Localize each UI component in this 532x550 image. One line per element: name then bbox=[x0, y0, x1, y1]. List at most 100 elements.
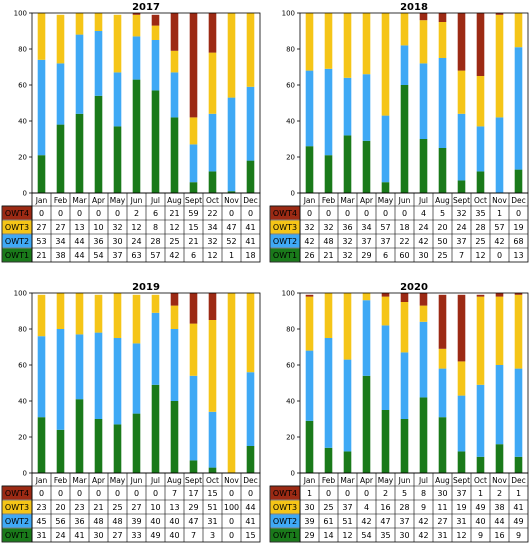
chart-title: 2018 bbox=[400, 2, 428, 13]
bar-segment-owt2-aug bbox=[170, 72, 179, 118]
data-label-owt3-apr: 4 bbox=[364, 503, 369, 512]
row-label-owt1: OWT1 bbox=[273, 251, 297, 260]
data-label-owt4-jan: 0 bbox=[39, 489, 44, 498]
data-label-owt1-oct: 9 bbox=[478, 531, 483, 540]
data-label-owt3-sept: 24 bbox=[456, 223, 466, 232]
data-label-owt3-oct: 49 bbox=[475, 503, 485, 512]
bar-segment-owt3-feb bbox=[324, 13, 333, 69]
data-label-owt1-sept: 12 bbox=[456, 531, 466, 540]
data-label-owt4-feb: 0 bbox=[58, 489, 63, 498]
data-label-owt1-jan: 31 bbox=[36, 531, 46, 540]
data-label-owt3-apr: 34 bbox=[361, 223, 371, 232]
bar-segment-owt3-jan bbox=[37, 294, 46, 337]
data-label-owt1-sept: 7 bbox=[191, 531, 196, 540]
bar-segment-owt3-aug bbox=[170, 305, 179, 329]
y-tick-label: 40 bbox=[286, 398, 295, 406]
data-label-owt3-feb: 27 bbox=[55, 223, 65, 232]
data-label-owt1-nov: 0 bbox=[497, 251, 502, 260]
bar-segment-owt4-jul bbox=[151, 14, 160, 26]
data-label-owt2-nov: 0 bbox=[229, 517, 234, 526]
data-label-owt3-dec: 41 bbox=[245, 223, 255, 232]
column-header-aug: Aug bbox=[167, 476, 182, 485]
data-label-owt3-jan: 27 bbox=[36, 223, 46, 232]
chart-title: 2019 bbox=[132, 282, 160, 293]
data-label-owt1-apr: 29 bbox=[361, 251, 371, 260]
row-label-swatch-owt2 bbox=[270, 514, 300, 528]
data-label-owt2-mar: 44 bbox=[74, 237, 84, 246]
data-label-owt2-apr: 42 bbox=[361, 517, 371, 526]
bar-segment-owt1-jun bbox=[132, 413, 141, 473]
column-header-nov: Nov bbox=[224, 196, 239, 205]
data-label-owt3-jul: 10 bbox=[150, 503, 160, 512]
data-label-owt2-dec: 49 bbox=[513, 517, 523, 526]
data-label-owt4-jan: 0 bbox=[39, 209, 44, 218]
bar-segment-owt2-nov bbox=[227, 97, 236, 192]
data-label-owt3-jun: 27 bbox=[131, 503, 141, 512]
y-tick-label: 0 bbox=[23, 190, 27, 198]
row-label-owt3: OWT3 bbox=[273, 503, 297, 512]
data-label-owt3-jan: 30 bbox=[304, 503, 314, 512]
data-label-owt1-jul: 30 bbox=[418, 251, 428, 260]
bar-segment-owt4-aug bbox=[438, 294, 447, 349]
bar-segment-owt2-mar bbox=[343, 77, 352, 136]
y-tick-label: 80 bbox=[286, 326, 295, 334]
bar-segment-owt2-jul bbox=[419, 63, 428, 139]
bar-segment-owt3-jul bbox=[419, 20, 428, 64]
data-label-owt1-apr: 54 bbox=[93, 251, 103, 260]
data-label-owt2-sept: 21 bbox=[188, 237, 198, 246]
bar-segment-owt3-sept bbox=[189, 323, 198, 376]
bar-segment-owt1-oct bbox=[476, 456, 485, 473]
data-label-owt3-aug: 20 bbox=[437, 223, 447, 232]
row-label-swatch-owt3 bbox=[270, 220, 300, 234]
data-label-owt4-feb: 0 bbox=[326, 209, 331, 218]
data-label-owt2-may: 37 bbox=[380, 237, 390, 246]
data-label-owt3-nov: 57 bbox=[494, 223, 504, 232]
data-label-owt3-aug: 12 bbox=[169, 223, 179, 232]
bar-segment-owt2-jan bbox=[37, 59, 46, 156]
row-label-owt2: OWT2 bbox=[273, 517, 297, 526]
bar-segment-owt3-apr bbox=[94, 13, 103, 31]
row-label-owt3: OWT3 bbox=[5, 503, 29, 512]
bar-segment-owt2-feb bbox=[324, 338, 333, 448]
data-label-owt2-jan: 45 bbox=[36, 517, 46, 526]
row-label-owt2: OWT2 bbox=[5, 237, 29, 246]
bar-segment-owt2-mar bbox=[75, 34, 84, 114]
bar-segment-owt4-jun bbox=[400, 293, 409, 302]
bar-segment-owt4-jun bbox=[132, 13, 141, 15]
data-label-owt3-aug: 13 bbox=[169, 503, 179, 512]
data-label-owt2-mar: 32 bbox=[342, 237, 352, 246]
y-tick-label: 20 bbox=[286, 434, 295, 442]
bar-segment-owt2-nov bbox=[495, 117, 504, 193]
plot-frame bbox=[299, 12, 529, 194]
column-header-mar: Mar bbox=[340, 196, 355, 205]
data-label-owt4-dec: 0 bbox=[248, 209, 253, 218]
data-label-owt4-oct: 1 bbox=[478, 489, 483, 498]
bar-segment-owt3-jun bbox=[132, 14, 141, 37]
data-label-owt3-jul: 9 bbox=[421, 503, 426, 512]
data-label-owt1-feb: 38 bbox=[55, 251, 65, 260]
bar-segment-owt2-mar bbox=[343, 359, 352, 452]
bar-segment-owt1-jan bbox=[305, 420, 314, 473]
y-tick-label: 40 bbox=[18, 118, 27, 126]
bar-segment-owt4-jan bbox=[305, 294, 314, 297]
bar-segment-owt1-oct bbox=[208, 171, 217, 193]
column-header-jan: Jan bbox=[35, 476, 48, 485]
bar-segment-owt3-feb bbox=[56, 293, 65, 329]
data-label-owt4-jun: 5 bbox=[402, 489, 407, 498]
column-header-feb: Feb bbox=[322, 476, 336, 485]
bar-segment-owt2-aug bbox=[170, 329, 179, 401]
bar-segment-owt2-jun bbox=[132, 343, 141, 414]
column-header-oct: Oct bbox=[206, 196, 219, 205]
data-label-owt4-may: 0 bbox=[115, 489, 120, 498]
data-label-owt4-aug: 21 bbox=[169, 209, 179, 218]
data-label-owt3-jun: 12 bbox=[131, 223, 141, 232]
data-label-owt4-jan: 0 bbox=[307, 209, 312, 218]
row-label-owt4: OWT4 bbox=[273, 209, 297, 218]
data-label-owt1-jun: 33 bbox=[131, 531, 141, 540]
data-label-owt4-sept: 37 bbox=[456, 489, 466, 498]
data-label-owt4-feb: 0 bbox=[326, 489, 331, 498]
data-label-owt3-oct: 28 bbox=[475, 223, 485, 232]
